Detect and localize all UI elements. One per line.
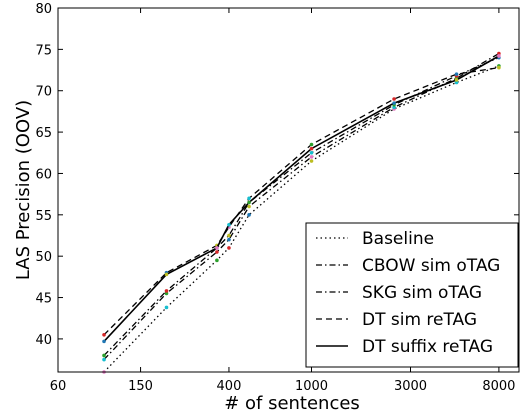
data-point (102, 357, 106, 362)
x-tick-label: 400 (217, 379, 242, 394)
data-point (215, 246, 219, 250)
data-point (164, 291, 169, 296)
data-point (102, 353, 106, 358)
y-tick-label: 45 (35, 292, 52, 307)
y-tick-label: 65 (35, 126, 52, 141)
data-point (227, 246, 231, 250)
legend-label: Baseline (362, 229, 434, 249)
x-tick-label: 3000 (394, 379, 427, 394)
data-point (227, 237, 231, 242)
legend-label: DT sim reTAG (362, 310, 477, 330)
data-point (164, 289, 169, 293)
y-axis: 40 45 50 55 60 65 70 75 80 (35, 2, 519, 348)
data-point (309, 146, 314, 151)
legend: Baseline CBOW sim oTAG SKG sim oTAG DT sim … (305, 222, 519, 368)
y-axis-title: LAS Precision (OOV) (13, 100, 34, 280)
data-point (247, 213, 251, 217)
data-point (497, 65, 501, 70)
data-point (454, 80, 459, 85)
data-point (247, 204, 251, 209)
data-point (454, 72, 459, 76)
data-point (215, 250, 219, 254)
data-point (392, 101, 396, 105)
data-point (309, 159, 314, 163)
y-tick-label: 55 (35, 209, 52, 224)
y-tick-label: 40 (35, 333, 52, 348)
series-line-1 (103, 65, 500, 373)
data-point (497, 54, 501, 58)
y-tick-label: 60 (35, 167, 52, 182)
data-point (164, 305, 169, 310)
legend-label: CBOW sim oTAG (362, 256, 500, 276)
data-point (102, 339, 106, 344)
x-tick-label: 8000 (482, 379, 515, 394)
data-point (309, 142, 314, 147)
data-point (215, 258, 219, 263)
data-point (227, 222, 231, 227)
data-point (454, 78, 459, 82)
plot-frame (57, 7, 520, 373)
data-point (102, 332, 106, 337)
y-tick-label: 50 (35, 250, 52, 265)
x-tick-label: 150 (128, 379, 153, 394)
data-point (497, 51, 501, 56)
data-point (392, 97, 396, 101)
plot-area (102, 51, 501, 374)
data-point (309, 155, 314, 159)
data-point (247, 200, 251, 205)
x-axis: 60 150 400 1000 3000 8000 (50, 8, 515, 394)
x-tick-label: 60 (50, 379, 67, 394)
y-tick-label: 80 (35, 2, 52, 17)
data-point (392, 105, 396, 110)
y-tick-label: 75 (35, 43, 52, 58)
x-axis-title: # of sentences (224, 393, 360, 414)
legend-label: DT suffix reTAG (362, 337, 493, 357)
data-point (309, 150, 314, 155)
legend-box (305, 222, 519, 368)
data-point (227, 233, 231, 238)
legend-label: SKG sim oTAG (362, 283, 482, 303)
x-tick-label: 1000 (295, 379, 328, 394)
data-point (164, 272, 169, 277)
data-point (247, 196, 251, 201)
y-tick-label: 70 (35, 85, 52, 100)
